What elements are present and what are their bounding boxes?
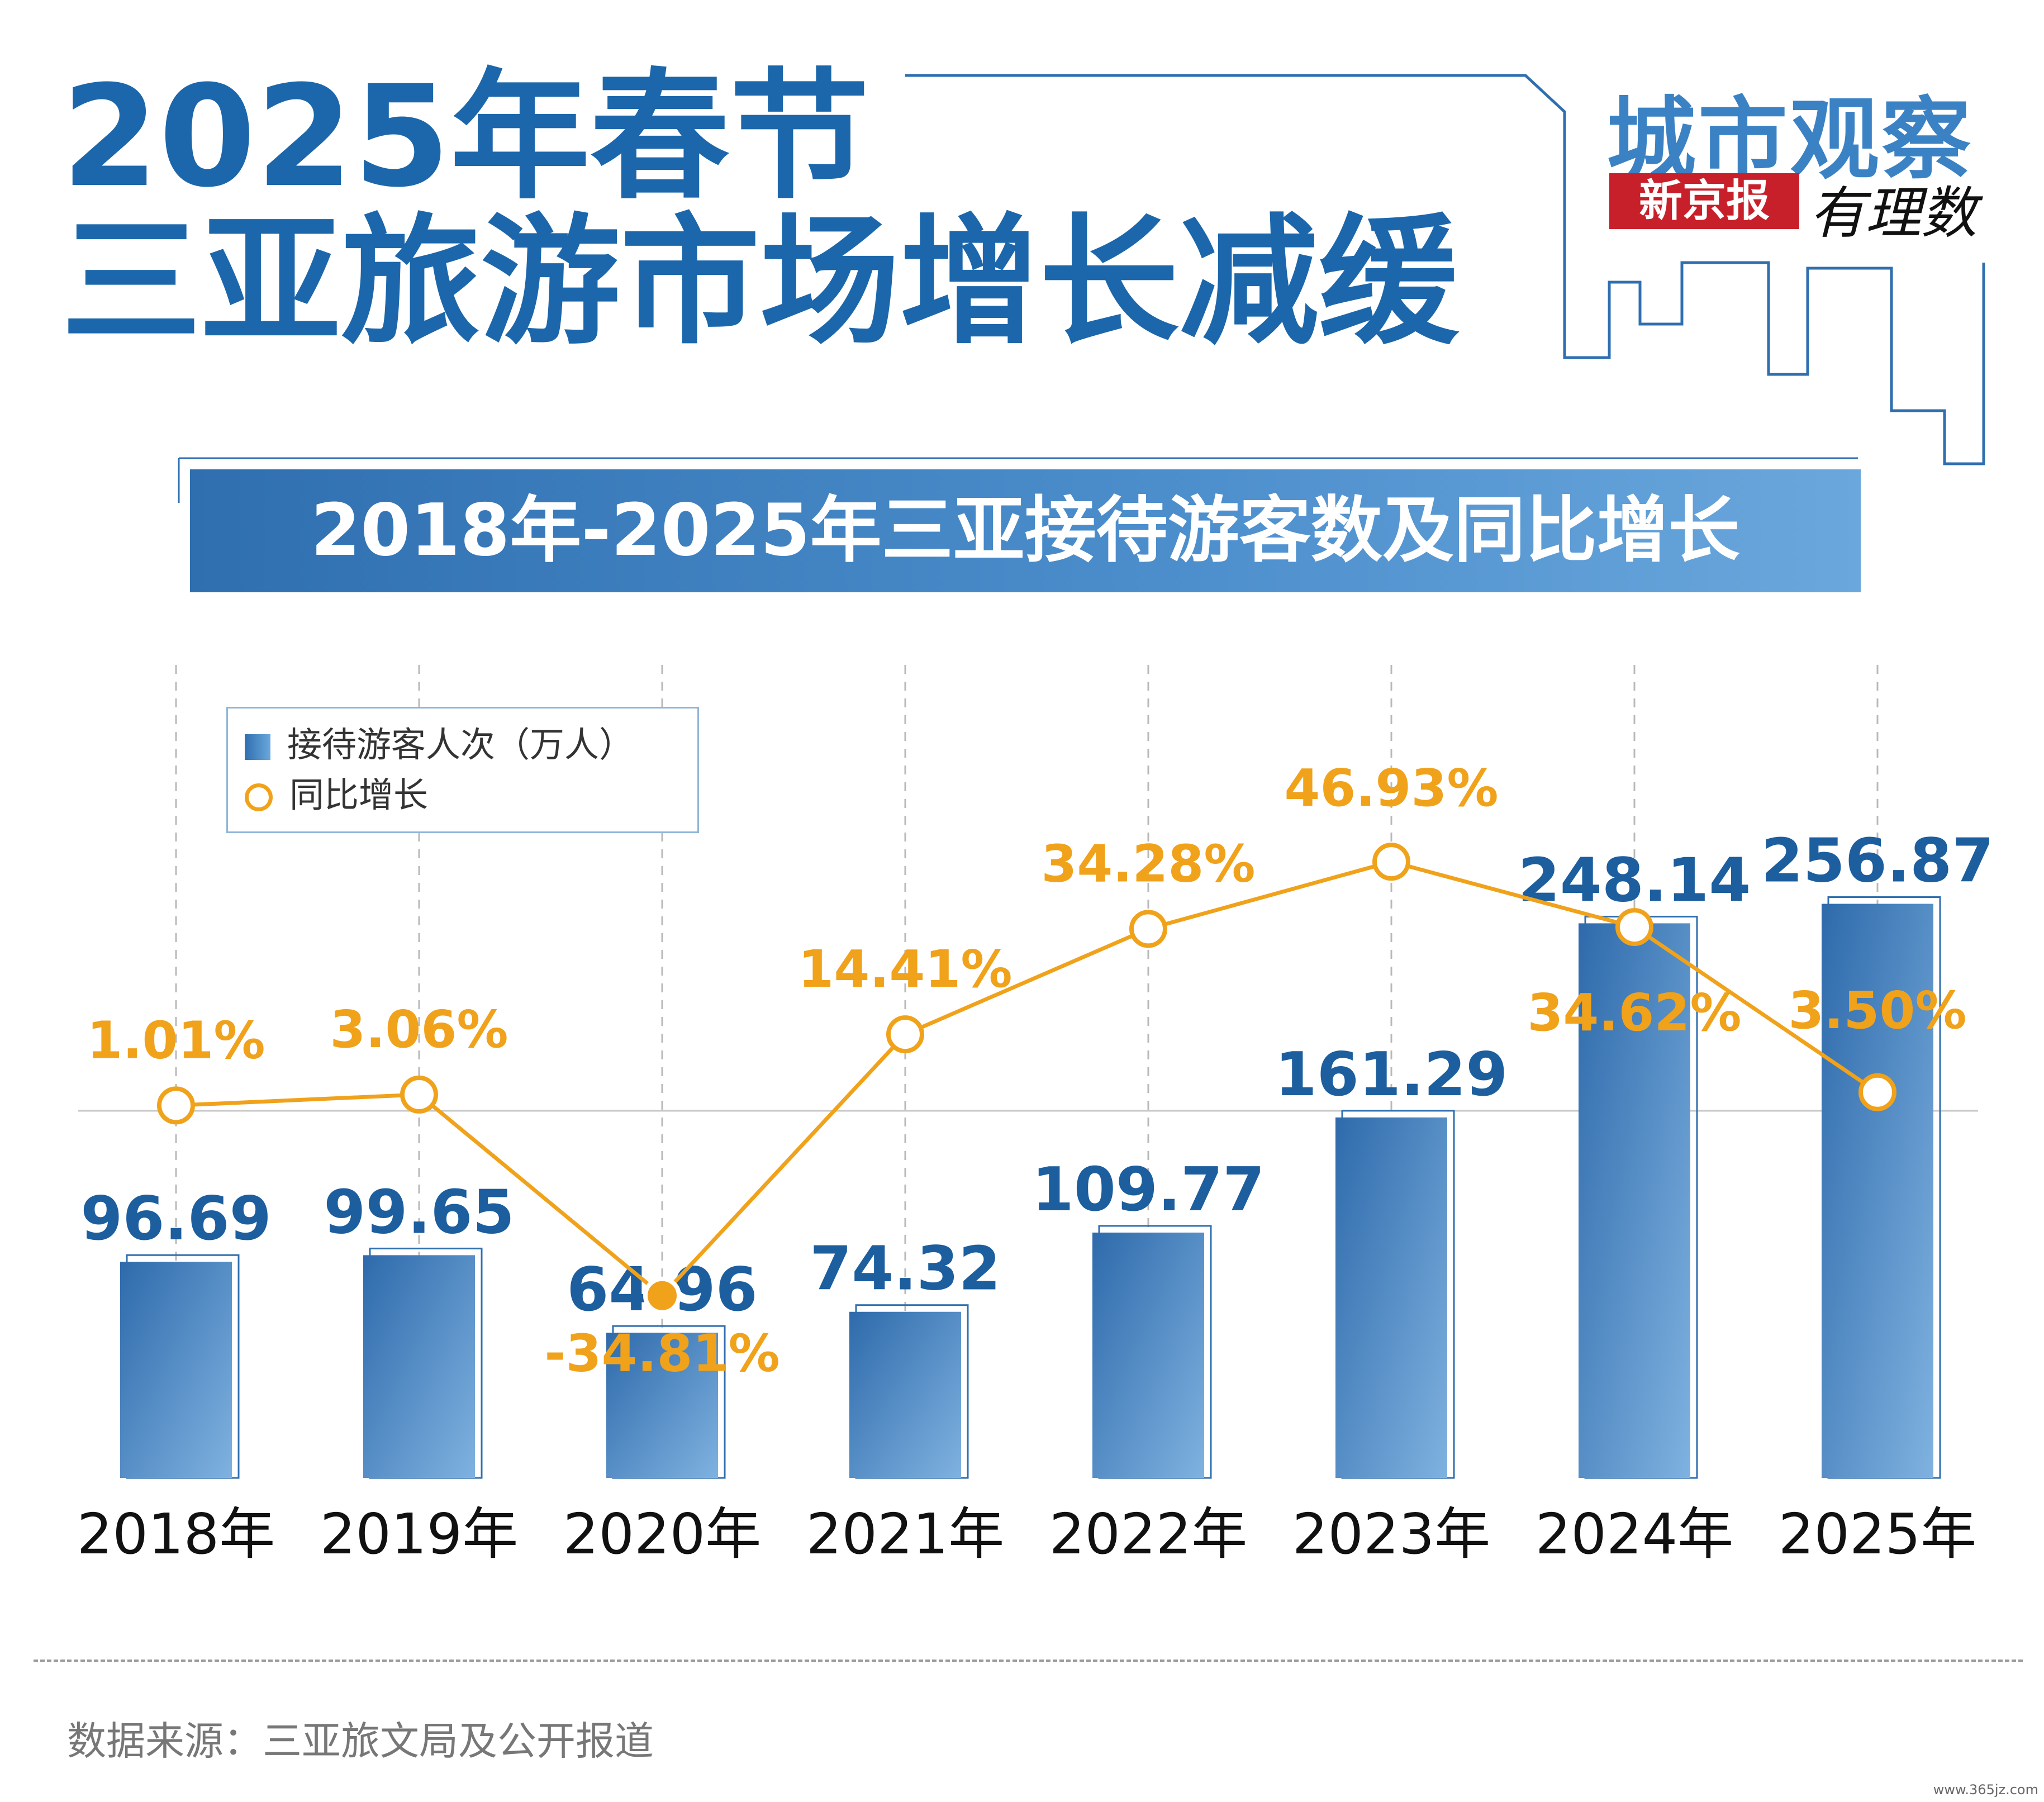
growth-point [157, 1086, 195, 1125]
x-tick-label: 2021年 [806, 1501, 1005, 1567]
page-title-line2: 三亚旅游市场增长减缓 [61, 201, 1458, 363]
bar [1579, 923, 1690, 1478]
growth-point [1129, 910, 1167, 948]
growth-point [643, 1276, 681, 1315]
bar-value-label: 248.14 [1518, 845, 1751, 915]
growth-point [1858, 1073, 1896, 1111]
bar [606, 1333, 718, 1478]
legend-bar-swatch [245, 734, 270, 760]
watermark: www.365jz.com [1933, 1782, 2038, 1798]
growth-value-label: 1.01% [87, 1010, 265, 1070]
bar-value-label: 74.32 [810, 1234, 1001, 1304]
growth-point [886, 1015, 924, 1054]
bar [120, 1262, 232, 1478]
chart-title: 2018年-2025年三亚接待游客数及同比增长 [190, 469, 1861, 592]
bar-value-label: 256.87 [1761, 826, 1994, 896]
chart-area: 96.6999.6564.9674.32109.77161.29248.1425… [77, 665, 1994, 1567]
bar [849, 1311, 961, 1478]
series-logo: 有理数 [1809, 180, 1977, 246]
growth-point [1372, 843, 1410, 881]
page-title-line1: 2025年春节 [61, 55, 869, 218]
growth-point [1615, 908, 1653, 947]
bar [363, 1255, 475, 1478]
bar [1335, 1117, 1447, 1478]
growth-value-label: -34.81% [544, 1324, 779, 1383]
growth-value-label: 46.93% [1284, 758, 1498, 818]
bar-value-label: 99.65 [324, 1177, 515, 1247]
bar-value-label: 109.77 [1032, 1155, 1265, 1225]
skyline-decoration [178, 74, 1985, 503]
bar [1092, 1232, 1204, 1478]
x-tick-label: 2022年 [1049, 1501, 1248, 1567]
x-tick-label: 2020年 [563, 1501, 762, 1567]
growth-value-label: 3.06% [330, 1000, 508, 1059]
data-source: 数据来源：三亚旅文局及公开报道 [67, 1718, 654, 1764]
growth-value-label: 34.62% [1527, 983, 1741, 1043]
growth-point [400, 1075, 438, 1114]
x-tick-label: 2023年 [1292, 1501, 1491, 1567]
bar-value-label: 161.29 [1275, 1040, 1508, 1110]
newspaper-logo: 新京报 [1609, 173, 1799, 229]
x-tick-label: 2018年 [77, 1501, 275, 1567]
bar-value-label: 96.69 [80, 1184, 272, 1254]
x-tick-label: 2019年 [320, 1501, 519, 1567]
x-tick-label: 2025年 [1779, 1501, 1977, 1567]
growth-value-label: 34.28% [1041, 834, 1255, 893]
bar [1822, 904, 1933, 1478]
x-tick-label: 2024年 [1536, 1501, 1734, 1567]
chart-legend: 接待游客人次（万人） 同比增长 [226, 707, 699, 833]
legend-item-growth: 同比增长 [245, 770, 428, 820]
footer-divider [34, 1660, 2023, 1662]
legend-item-visitors: 接待游客人次（万人） [245, 720, 634, 770]
growth-value-label: 3.50% [1788, 981, 1966, 1040]
growth-value-label: 14.41% [798, 939, 1012, 999]
legend-label-growth: 同比增长 [289, 774, 429, 815]
growth-line [175, 859, 1879, 1299]
legend-label-visitors: 接待游客人次（万人） [287, 724, 634, 765]
legend-line-marker [245, 783, 273, 811]
